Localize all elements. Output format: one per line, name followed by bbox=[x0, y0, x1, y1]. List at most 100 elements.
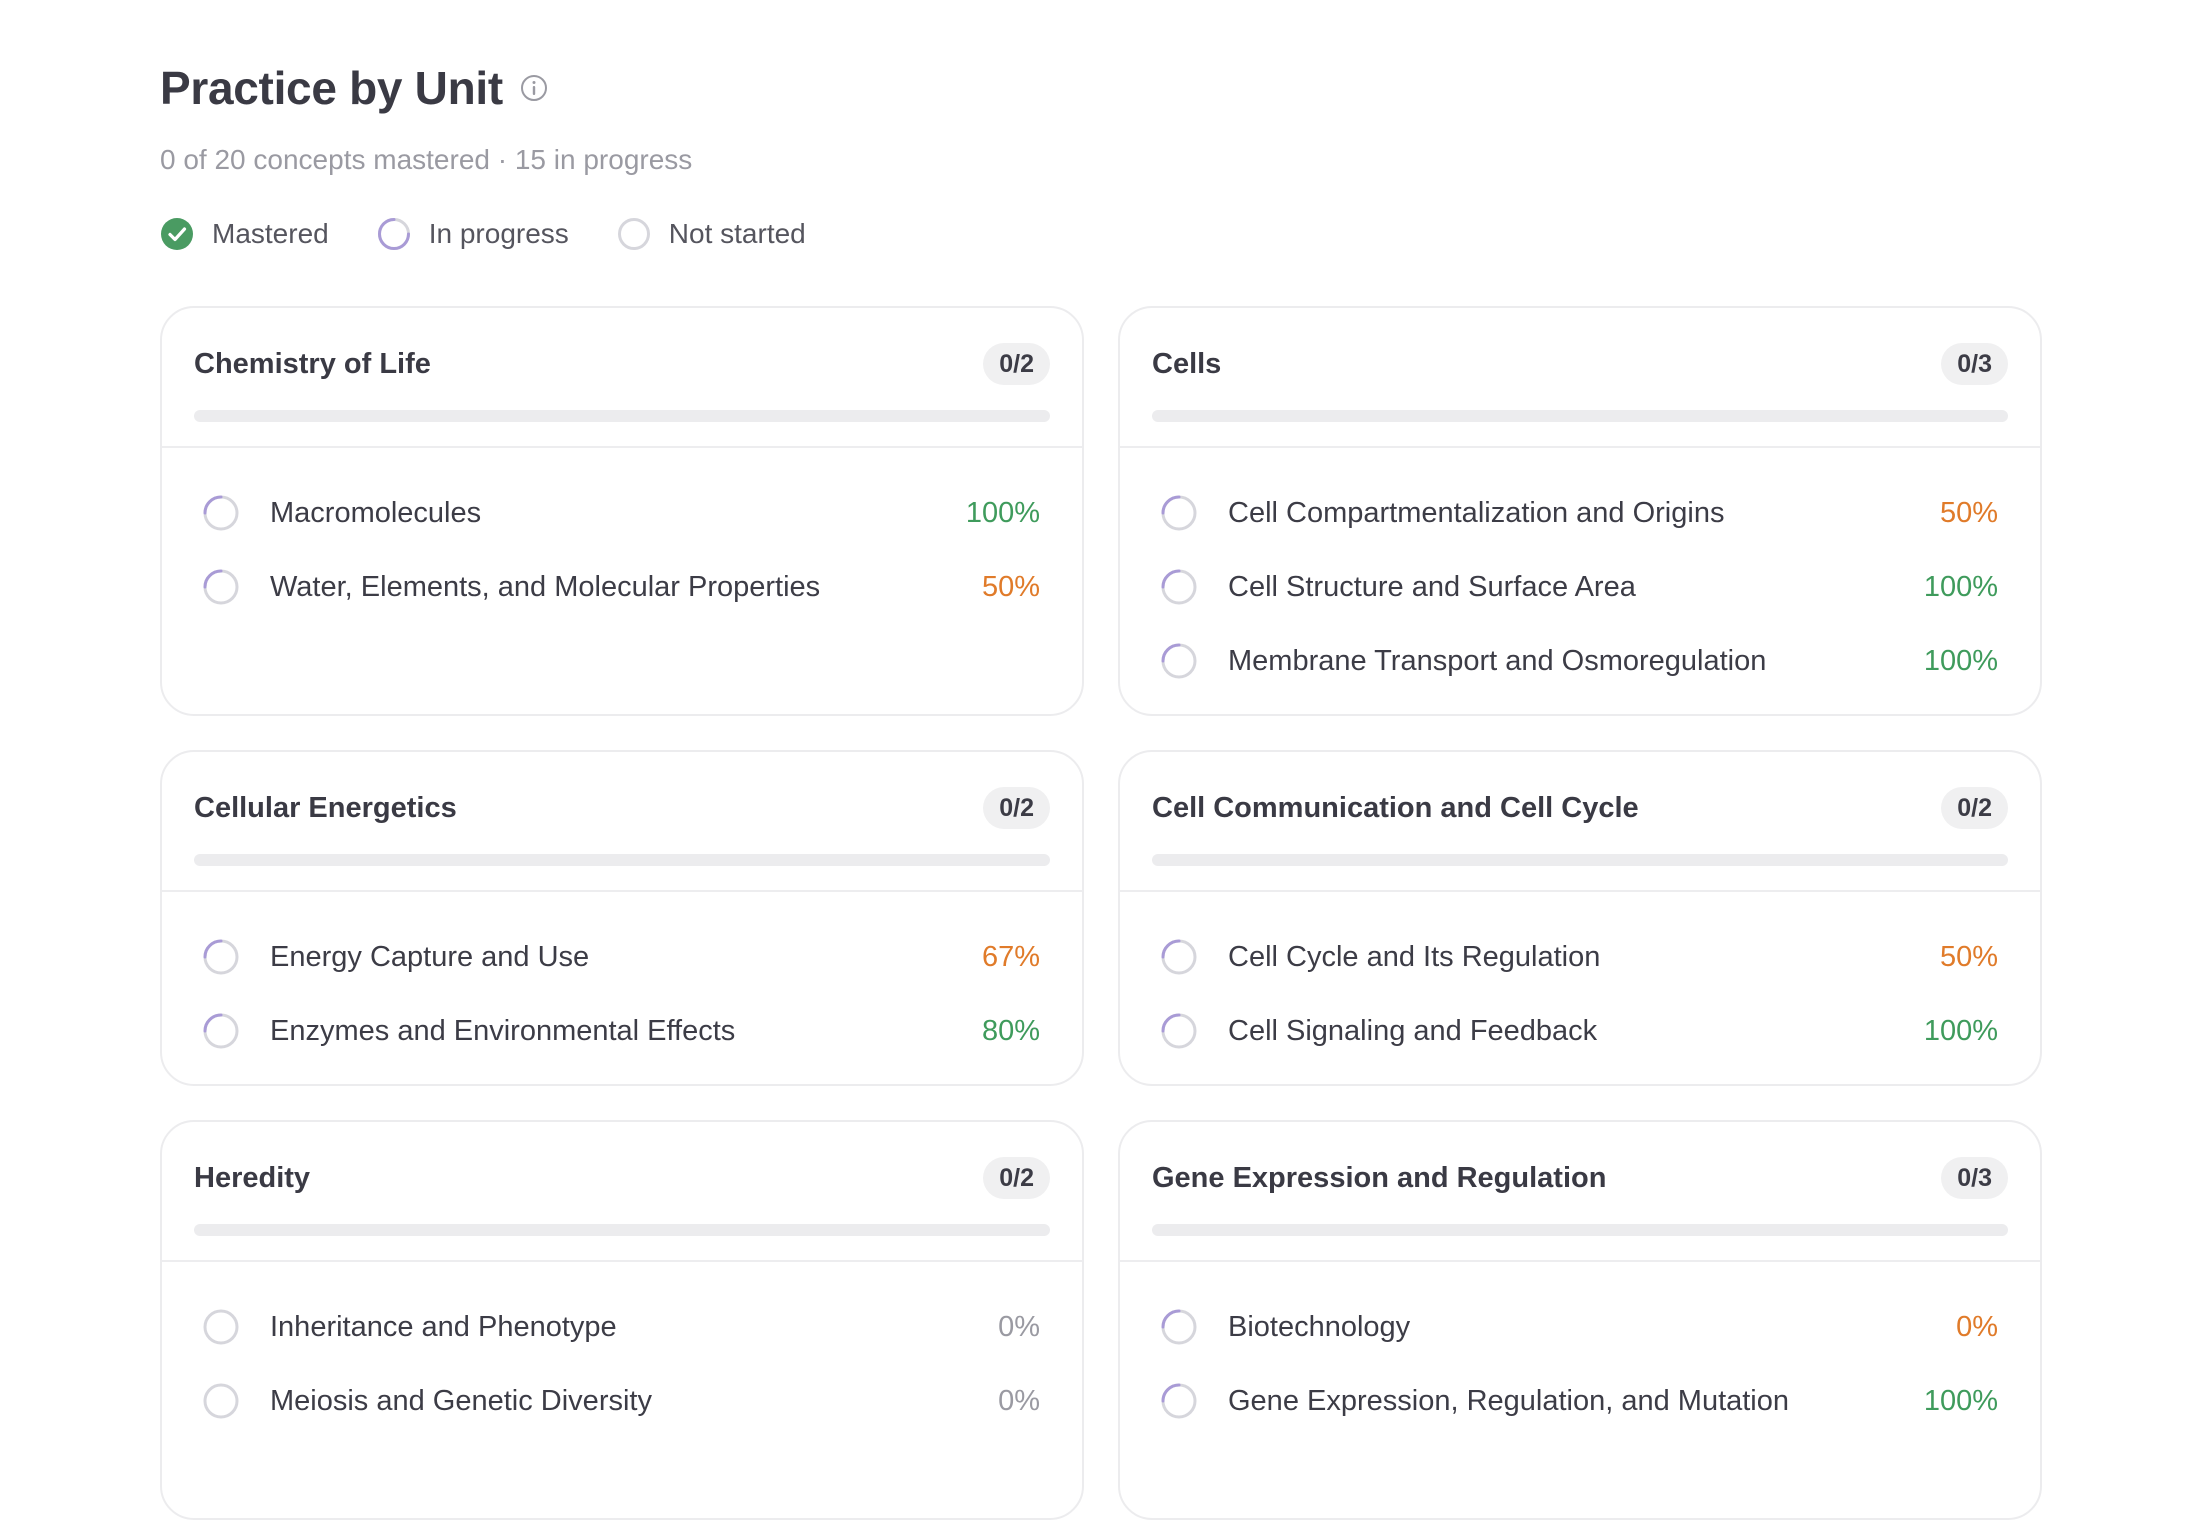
in-progress-ring-icon bbox=[203, 569, 239, 605]
empty-ring-icon bbox=[617, 218, 650, 250]
unit-title: Gene Expression and Regulation bbox=[1152, 1161, 1607, 1194]
unit-card-header[interactable]: Cells 0/3 bbox=[1120, 308, 2040, 448]
concept-score: 67% bbox=[981, 940, 1040, 973]
concept-name: Enzymes and Environmental Effects bbox=[270, 1014, 736, 1047]
mastery-count-badge: 0/2 bbox=[1941, 787, 2008, 829]
unit-card-header[interactable]: Cellular Energetics 0/2 bbox=[162, 752, 1082, 892]
legend-mastered-label: Mastered bbox=[212, 218, 329, 249]
concept-row[interactable]: Meiosis and Genetic Diversity 0% bbox=[202, 1364, 1040, 1438]
page-title: Practice by Unit bbox=[160, 62, 503, 114]
concept-name: Gene Expression, Regulation, and Mutatio… bbox=[1228, 1384, 1790, 1417]
unit-card-header[interactable]: Chemistry of Life 0/2 bbox=[162, 308, 1082, 448]
in-progress-ring-icon bbox=[1161, 569, 1197, 605]
concept-name: Energy Capture and Use bbox=[270, 940, 590, 973]
concept-score: 0% bbox=[998, 1310, 1040, 1343]
concept-row[interactable]: Enzymes and Environmental Effects 80% bbox=[202, 994, 1040, 1068]
in-progress-ring-icon bbox=[1161, 1383, 1197, 1419]
in-progress-ring-icon bbox=[1161, 495, 1197, 531]
concept-list: Energy Capture and Use 67% Enzymes and E… bbox=[162, 892, 1082, 1084]
concept-name: Cell Compartmentalization and Origins bbox=[1228, 496, 1725, 529]
mastery-count-badge: 0/3 bbox=[1941, 1157, 2008, 1199]
mastery-count-badge: 0/2 bbox=[983, 787, 1050, 829]
legend-not-started: Not started bbox=[617, 217, 806, 251]
title-row: Practice by Unit bbox=[160, 60, 1890, 116]
concept-list: Biotechnology 0% Gene Expression, Regula… bbox=[1120, 1262, 2040, 1462]
concept-score: 100% bbox=[1923, 570, 1998, 603]
unit-progress-bar bbox=[1152, 410, 2008, 422]
concept-row[interactable]: Membrane Transport and Osmoregulation 10… bbox=[1160, 624, 1998, 698]
in-progress-ring-icon bbox=[203, 1013, 239, 1049]
in-progress-ring-icon bbox=[203, 495, 239, 531]
concept-list: Cell Cycle and Its Regulation 50% Cell S… bbox=[1120, 892, 2040, 1084]
empty-ring-icon bbox=[203, 1383, 239, 1419]
unit-progress-bar bbox=[194, 410, 1050, 422]
in-progress-ring-icon bbox=[1161, 643, 1197, 679]
concept-score: 0% bbox=[998, 1384, 1040, 1417]
legend-mastered: Mastered bbox=[160, 217, 329, 251]
concept-name: Cell Signaling and Feedback bbox=[1228, 1014, 1598, 1047]
empty-ring-icon bbox=[203, 1309, 239, 1345]
mastery-count-badge: 0/3 bbox=[1941, 343, 2008, 385]
legend-in-progress: In progress bbox=[377, 217, 569, 251]
concept-row[interactable]: Biotechnology 0% bbox=[1160, 1290, 1998, 1364]
unit-card-gene-expression: Gene Expression and Regulation 0/3 Biote… bbox=[1118, 1120, 2042, 1520]
mastery-count-badge: 0/2 bbox=[983, 1157, 1050, 1199]
concept-score: 0% bbox=[1956, 1310, 1998, 1343]
unit-card-header[interactable]: Cell Communication and Cell Cycle 0/2 bbox=[1120, 752, 2040, 892]
unit-card-cellular-energetics: Cellular Energetics 0/2 Energy Capture a… bbox=[160, 750, 1084, 1086]
unit-card-heredity: Heredity 0/2 Inheritance and Phenotype 0… bbox=[160, 1120, 1084, 1520]
unit-progress-bar bbox=[194, 1224, 1050, 1236]
unit-progress-bar bbox=[194, 854, 1050, 866]
unit-grid: Chemistry of Life 0/2 Macromolecules 100… bbox=[160, 306, 2042, 1520]
concept-name: Inheritance and Phenotype bbox=[270, 1310, 617, 1343]
concept-row[interactable]: Inheritance and Phenotype 0% bbox=[202, 1290, 1040, 1364]
concept-score: 100% bbox=[1923, 1384, 1998, 1417]
concept-score: 100% bbox=[1923, 644, 1998, 677]
legend-in-progress-label: In progress bbox=[428, 218, 569, 249]
mastery-count-badge: 0/2 bbox=[983, 343, 1050, 385]
concept-score: 100% bbox=[1923, 1014, 1998, 1047]
in-progress-ring-icon bbox=[1161, 1013, 1197, 1049]
concept-name: Membrane Transport and Osmoregulation bbox=[1228, 644, 1767, 677]
concept-list: Macromolecules 100% Water, Elements, and… bbox=[162, 448, 1082, 648]
concept-score: 100% bbox=[965, 496, 1040, 529]
concept-row[interactable]: Cell Signaling and Feedback 100% bbox=[1160, 994, 1998, 1068]
concept-row[interactable]: Cell Compartmentalization and Origins 50… bbox=[1160, 476, 1998, 550]
unit-card-header[interactable]: Heredity 0/2 bbox=[162, 1122, 1082, 1262]
unit-card-cell-communication: Cell Communication and Cell Cycle 0/2 Ce… bbox=[1118, 750, 2042, 1086]
concept-row[interactable]: Energy Capture and Use 67% bbox=[202, 920, 1040, 994]
concept-name: Macromolecules bbox=[270, 496, 482, 529]
concept-name: Biotechnology bbox=[1228, 1310, 1411, 1343]
legend-not-started-label: Not started bbox=[668, 218, 806, 249]
unit-title: Heredity bbox=[194, 1161, 311, 1194]
in-progress-ring-icon bbox=[1161, 1309, 1197, 1345]
unit-title: Cells bbox=[1152, 347, 1222, 380]
info-icon[interactable] bbox=[519, 73, 549, 103]
concept-score: 50% bbox=[981, 570, 1040, 603]
concept-row[interactable]: Cell Structure and Surface Area 100% bbox=[1160, 550, 1998, 624]
concept-row[interactable]: Cell Cycle and Its Regulation 50% bbox=[1160, 920, 1998, 994]
practice-page: Practice by Unit 0 of 20 concepts master… bbox=[160, 60, 2042, 1520]
in-progress-ring-icon bbox=[1161, 939, 1197, 975]
concept-list: Inheritance and Phenotype 0% Meiosis and… bbox=[162, 1262, 1082, 1462]
concept-row[interactable]: Water, Elements, and Molecular Propertie… bbox=[202, 550, 1040, 624]
unit-title: Chemistry of Life bbox=[194, 347, 431, 380]
unit-card-header[interactable]: Gene Expression and Regulation 0/3 bbox=[1120, 1122, 2040, 1262]
concept-score: 80% bbox=[981, 1014, 1040, 1047]
concept-name: Water, Elements, and Molecular Propertie… bbox=[270, 570, 821, 603]
concept-row[interactable]: Gene Expression, Regulation, and Mutatio… bbox=[1160, 1364, 1998, 1438]
check-circle-icon bbox=[161, 218, 193, 250]
concept-score: 50% bbox=[1939, 496, 1998, 529]
concept-name: Meiosis and Genetic Diversity bbox=[270, 1384, 652, 1417]
unit-progress-bar bbox=[1152, 1224, 2008, 1236]
unit-title: Cellular Energetics bbox=[194, 791, 457, 824]
unit-card-cells: Cells 0/3 Cell Compartmentalization and … bbox=[1118, 306, 2042, 716]
concept-name: Cell Structure and Surface Area bbox=[1228, 570, 1636, 603]
unit-card-chemistry-of-life: Chemistry of Life 0/2 Macromolecules 100… bbox=[160, 306, 1084, 716]
mastery-summary: 0 of 20 concepts mastered · 15 in progre… bbox=[160, 144, 693, 175]
in-progress-ring-icon bbox=[203, 939, 239, 975]
concept-name: Cell Cycle and Its Regulation bbox=[1228, 940, 1601, 973]
concept-score: 50% bbox=[1939, 940, 1998, 973]
concept-row[interactable]: Macromolecules 100% bbox=[202, 476, 1040, 550]
concept-list: Cell Compartmentalization and Origins 50… bbox=[1120, 448, 2040, 714]
